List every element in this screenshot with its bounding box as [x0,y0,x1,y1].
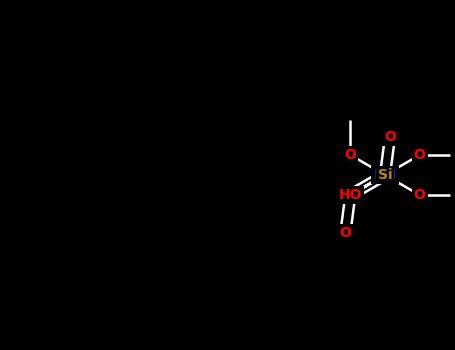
Text: O: O [384,130,396,144]
Text: NH: NH [374,168,397,182]
Text: Si: Si [378,168,392,182]
Text: HO: HO [339,188,362,202]
Text: O: O [344,148,356,162]
Text: O: O [414,188,425,202]
Text: O: O [339,226,351,240]
Text: O: O [414,148,425,162]
